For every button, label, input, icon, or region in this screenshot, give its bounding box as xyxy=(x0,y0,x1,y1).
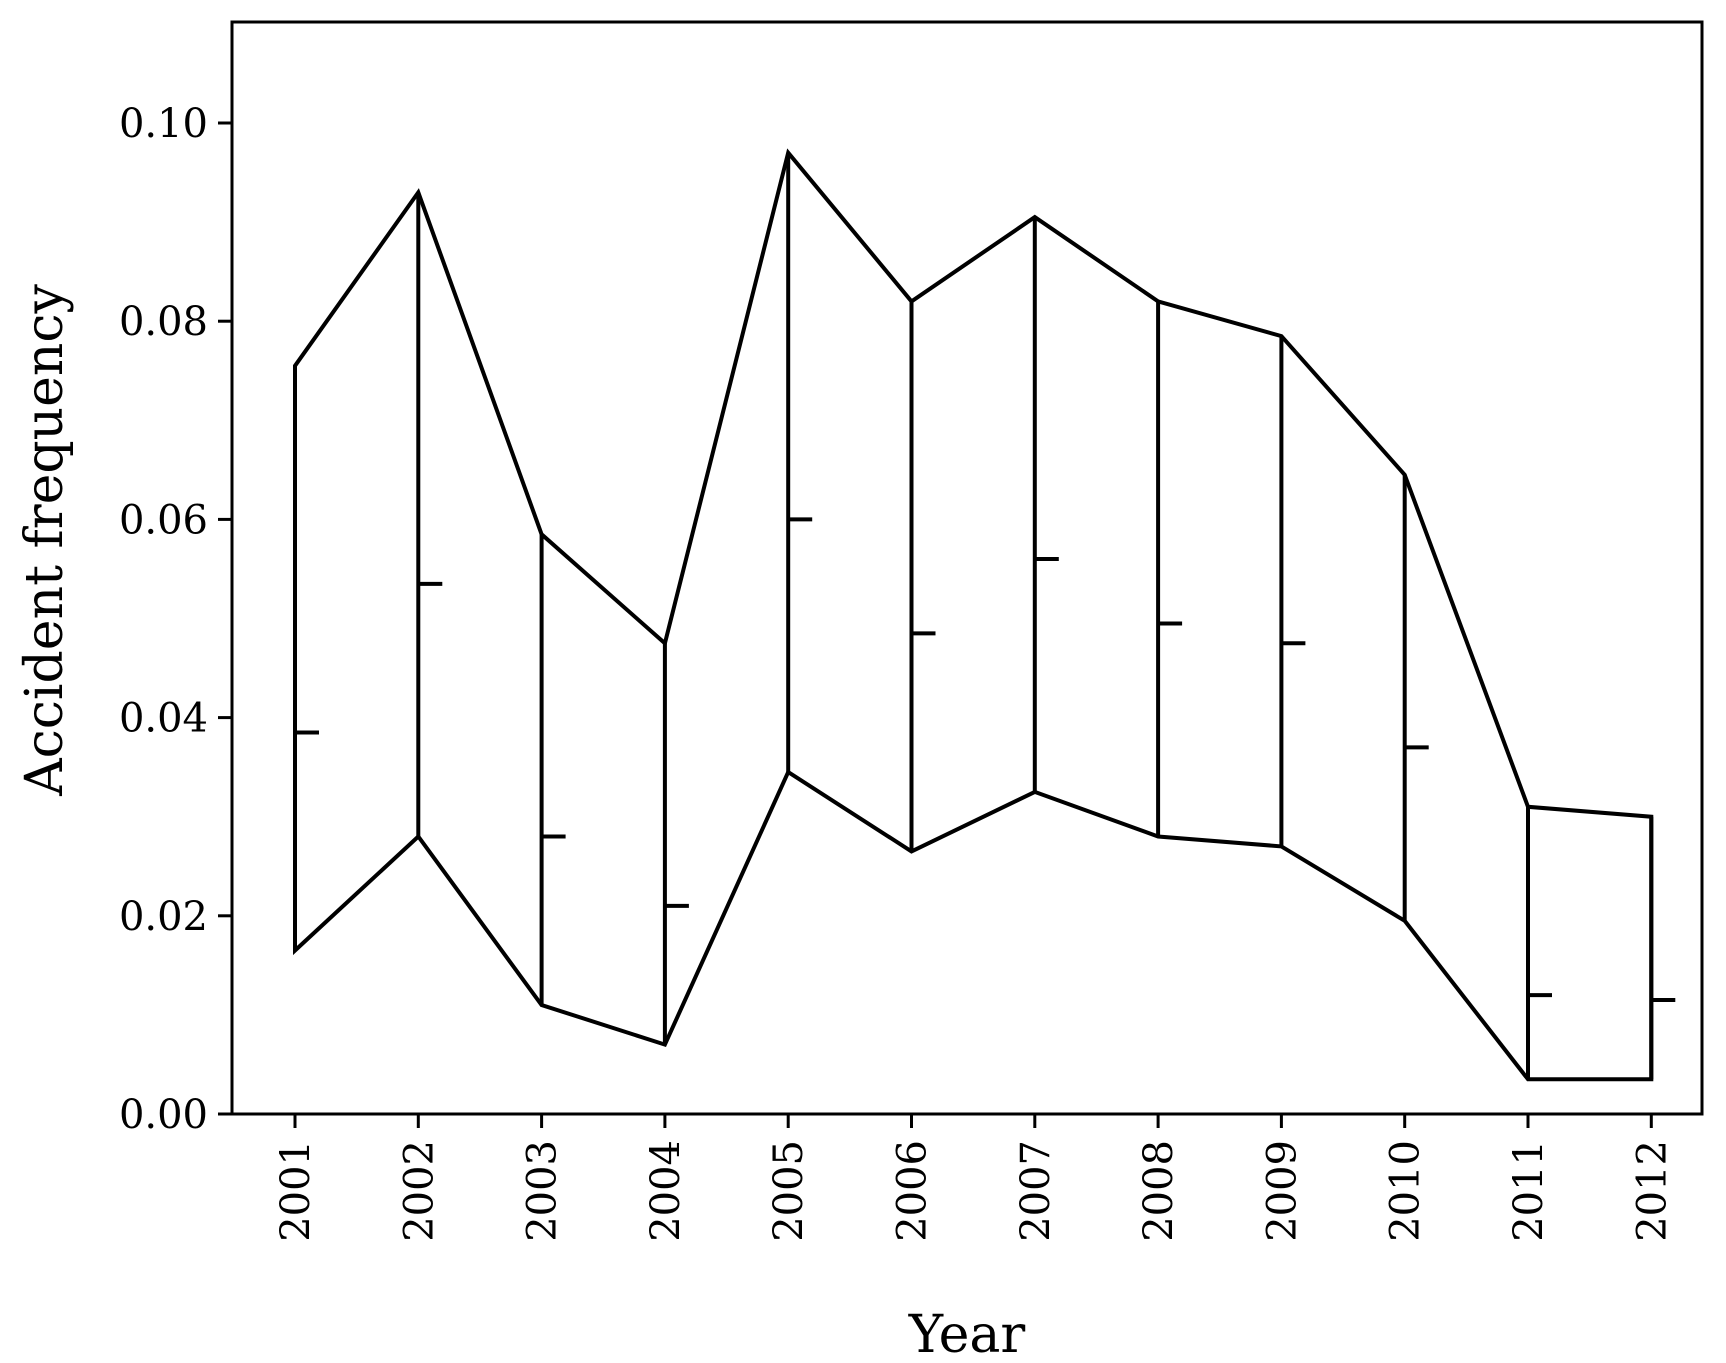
x-tick-label: 2010 xyxy=(1383,1140,1429,1242)
chart-marks xyxy=(293,148,1676,1082)
y-axis: 0.00 0.02 0.04 0.06 0.08 0.10 xyxy=(119,101,232,1138)
x-tick-label: 2012 xyxy=(1629,1140,1675,1242)
y-tick-label: 0.04 xyxy=(119,696,208,742)
y-tick-label: 0.00 xyxy=(119,1092,208,1138)
y-axis-title: Accident frequency xyxy=(15,283,75,796)
x-tick-label: 2007 xyxy=(1013,1140,1059,1242)
y-tick-label: 0.06 xyxy=(119,497,208,543)
x-axis: 2001 2002 2003 2004 2005 2006 2007 2008 2009 2010… xyxy=(273,1114,1675,1242)
x-tick-label: 2009 xyxy=(1259,1140,1305,1242)
y-tick-label: 0.10 xyxy=(119,101,208,147)
x-tick-label: 2004 xyxy=(643,1140,689,1242)
plot-frame xyxy=(230,20,1704,1116)
x-tick-label: 2002 xyxy=(396,1140,442,1242)
x-axis-title: Year xyxy=(908,1305,1026,1363)
x-tick-label: 2008 xyxy=(1136,1140,1182,1242)
y-tick-label: 0.08 xyxy=(119,299,208,345)
y-tick-label: 0.02 xyxy=(119,894,208,940)
x-tick-label: 2005 xyxy=(766,1140,812,1242)
x-tick-label: 2003 xyxy=(520,1140,566,1242)
x-tick-label: 2006 xyxy=(890,1140,936,1242)
x-tick-label: 2001 xyxy=(273,1140,319,1242)
x-tick-label: 2011 xyxy=(1506,1140,1552,1242)
interval-band xyxy=(293,148,1654,1082)
